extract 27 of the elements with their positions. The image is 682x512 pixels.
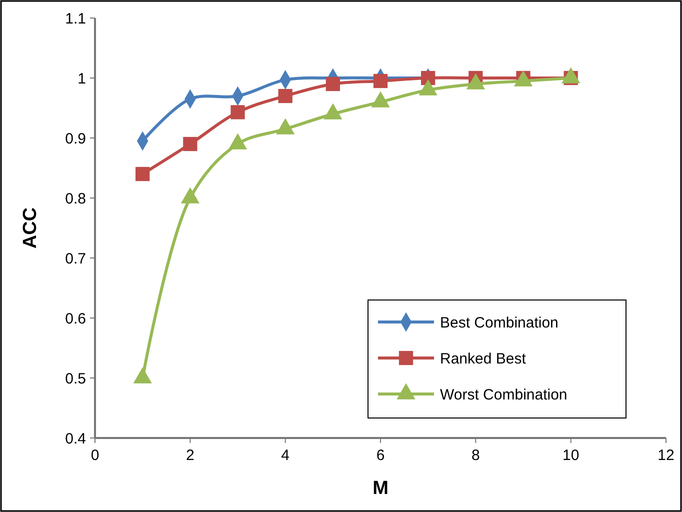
y-tick-label: 0.6 bbox=[65, 310, 86, 328]
x-tick-label: 0 bbox=[90, 447, 100, 464]
legend-label: Ranked Best bbox=[440, 350, 527, 368]
point bbox=[136, 166, 150, 182]
legend-label: Best Combination bbox=[440, 314, 558, 332]
x-tick-label: 2 bbox=[186, 447, 194, 464]
point bbox=[230, 105, 245, 120]
y-tick-label: 1 bbox=[78, 70, 86, 88]
x-tick-label: 8 bbox=[471, 447, 480, 464]
x-axis-title: M bbox=[372, 478, 388, 499]
point bbox=[278, 88, 292, 104]
point bbox=[326, 76, 340, 92]
point bbox=[373, 74, 388, 88]
y-tick-label: 0.7 bbox=[65, 250, 86, 268]
legend-label: Worst Combination bbox=[440, 386, 568, 404]
point bbox=[133, 367, 152, 384]
x-tick-label: 4 bbox=[281, 447, 290, 464]
x-tick-label: 6 bbox=[376, 447, 385, 464]
y-tick-label: 0.8 bbox=[65, 190, 86, 208]
y-tick-label: 0.9 bbox=[65, 130, 86, 148]
y-tick-label: 1.1 bbox=[65, 10, 86, 28]
y-axis-title: ACC bbox=[20, 207, 41, 249]
y-tick-label: 0.5 bbox=[65, 370, 86, 388]
x-tick-label: 10 bbox=[562, 447, 580, 464]
y-tick-label: 0.4 bbox=[65, 430, 86, 448]
point bbox=[183, 136, 198, 152]
x-tick-label: 12 bbox=[658, 447, 674, 464]
